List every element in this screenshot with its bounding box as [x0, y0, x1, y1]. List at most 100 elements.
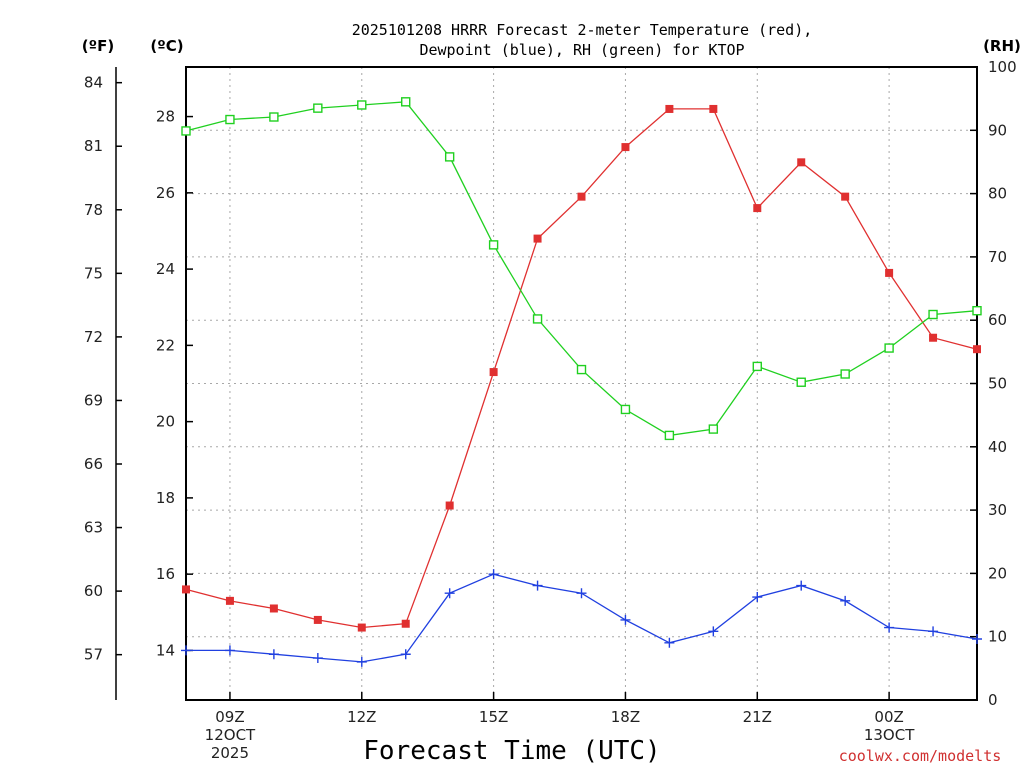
temperature-point: [577, 192, 586, 201]
celsius-tick-label: 22: [156, 336, 175, 354]
fahrenheit-tick-label: 57: [84, 646, 103, 664]
temperature-point: [929, 333, 938, 342]
rh-unit-label: (RH): [983, 37, 1021, 55]
relative-humidity-point: [532, 314, 543, 324]
relative-humidity-point: [972, 306, 982, 316]
dewpoint-point: [400, 649, 411, 660]
celsius-tick-label: 16: [156, 565, 175, 583]
fahrenheit-tick-label: 81: [84, 137, 103, 155]
grid-layer: [186, 67, 977, 700]
temperature-point: [665, 104, 674, 113]
relative-humidity-point: [576, 364, 587, 375]
x-tick-label: 09Z: [215, 708, 244, 726]
temperature-point: [357, 623, 366, 632]
rh-tick-label: 90: [988, 121, 1007, 139]
temperature-point: [973, 345, 981, 354]
axes-layer: 57 60 63 66 69 72 75 78 81 84 14 16 18 20 22 24 26 28 0 10 2…: [84, 58, 1017, 709]
relative-humidity-point: [708, 424, 719, 434]
x-tick-label: 12Z: [347, 708, 376, 726]
x-tick-label: 15Z: [479, 708, 508, 726]
relative-humidity-point: [928, 309, 938, 320]
relative-humidity-point: [620, 404, 631, 415]
relative-humidity-point: [664, 430, 675, 441]
fahrenheit-tick-label: 69: [84, 391, 103, 409]
dewpoint-point: [972, 633, 982, 644]
chart-title-line-2: Dewpoint (blue), RH (green) for KTOP: [419, 41, 744, 59]
celsius-tick-label: 20: [156, 413, 175, 431]
rh-tick-label: 50: [988, 375, 1007, 393]
x-tick-label: 13OCT: [864, 726, 915, 744]
celsius-tick-label: 18: [156, 489, 175, 507]
dewpoint-point: [620, 614, 631, 625]
celsius-tick-label: 14: [156, 641, 175, 659]
fahrenheit-tick-label: 72: [84, 328, 103, 346]
temperature-point: [709, 104, 718, 113]
dewpoint-point: [708, 626, 719, 637]
dewpoint-point: [181, 645, 191, 656]
x-tick-label: 2025: [211, 744, 249, 762]
temperature-point: [621, 143, 630, 152]
x-tick-label: 00Z: [874, 708, 903, 726]
temperature-point: [533, 234, 542, 243]
fahrenheit-tick-label: 60: [84, 582, 103, 600]
rh-tick-label: 20: [988, 564, 1007, 582]
temperature-point: [841, 192, 850, 201]
temperature-point: [797, 158, 806, 167]
rh-tick-label: 60: [988, 311, 1007, 329]
temperature-point: [489, 368, 498, 377]
x-tick-label: 18Z: [611, 708, 640, 726]
fahrenheit-tick-label: 66: [84, 455, 103, 473]
x-tick-label: 12OCT: [205, 726, 256, 744]
dewpoint-line: [186, 573, 978, 663]
dewpoint-point: [884, 622, 895, 633]
rh-tick-label: 40: [988, 438, 1007, 456]
chart-title-line-1: 2025101208 HRRR Forecast 2-meter Tempera…: [352, 21, 813, 39]
temperature-point: [313, 615, 322, 624]
rh-tick-label: 30: [988, 501, 1007, 519]
relative-humidity-point: [752, 361, 762, 372]
fahrenheit-tick-label: 78: [84, 201, 103, 219]
dewpoint-point: [488, 569, 499, 580]
fahrenheit-tick-label: 84: [84, 74, 103, 92]
dewpoint-point: [312, 653, 323, 664]
rh-tick-label: 0: [988, 691, 998, 709]
relative-humidity-point: [181, 126, 191, 136]
dewpoint-point: [268, 649, 279, 660]
rh-tick-label: 80: [988, 185, 1007, 203]
relative-humidity-point: [225, 114, 235, 125]
relative-humidity-point: [444, 152, 455, 162]
dewpoint-point: [928, 626, 939, 637]
relative-humidity-point: [269, 112, 279, 122]
relative-humidity-point: [840, 369, 850, 379]
fahrenheit-tick-label: 63: [84, 519, 103, 537]
relative-humidity-point: [884, 343, 894, 353]
celsius-tick-label: 28: [156, 108, 175, 126]
source-credit: coolwx.com/modelts: [839, 747, 1002, 765]
temperature-point: [225, 596, 234, 605]
temperature-point: [269, 604, 278, 613]
dewpoint-point: [664, 637, 675, 648]
relative-humidity-point: [357, 100, 367, 110]
celsius-tick-label: 24: [156, 260, 175, 278]
relative-humidity-point: [796, 377, 806, 387]
dewpoint-point: [224, 645, 235, 656]
x-tick-label: 21Z: [743, 708, 772, 726]
dewpoint-point: [444, 588, 455, 599]
relative-humidity-point: [488, 240, 499, 250]
celsius-tick-label: 26: [156, 184, 175, 202]
temperature-point: [753, 204, 762, 213]
dewpoint-point: [576, 588, 587, 599]
temperature-point: [445, 501, 454, 510]
temperature-point: [401, 619, 410, 628]
series-layer: [181, 97, 982, 667]
fahrenheit-unit-label: (ºF): [82, 37, 114, 55]
temperature-point: [885, 268, 894, 277]
relative-humidity-point: [401, 97, 411, 107]
dewpoint-point: [796, 580, 807, 591]
rh-tick-label: 100: [988, 58, 1017, 76]
fahrenheit-tick-label: 75: [84, 264, 103, 282]
dewpoint-point: [532, 580, 543, 591]
rh-tick-label: 70: [988, 248, 1007, 266]
